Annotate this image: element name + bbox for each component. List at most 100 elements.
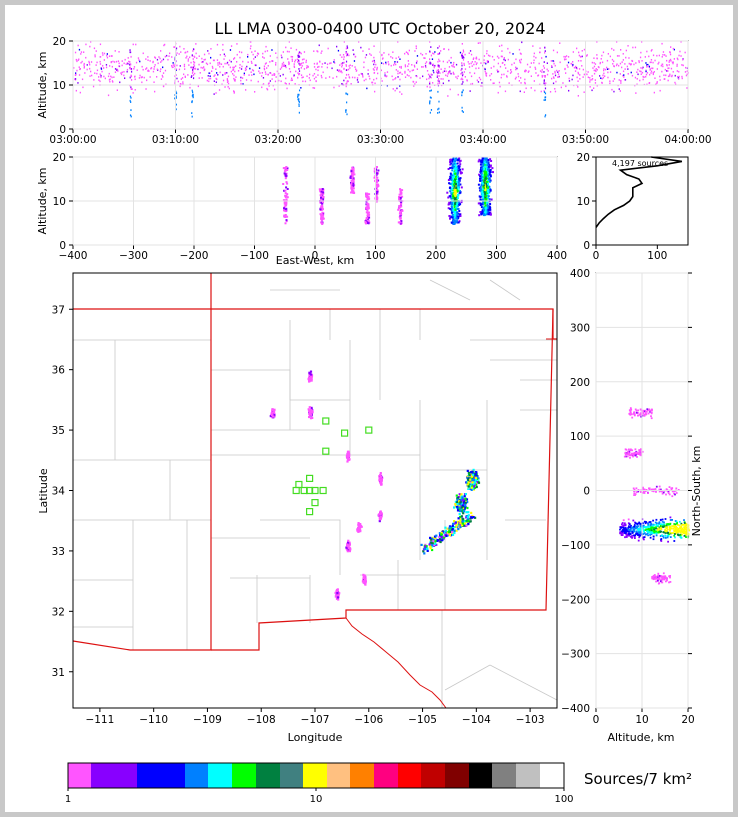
ns-source-point: [671, 519, 673, 521]
ns-source-point: [668, 575, 670, 578]
time-source-point: [264, 50, 266, 53]
time-source-point: [158, 56, 160, 58]
time-source-point: [124, 77, 126, 79]
time-source-point: [591, 78, 593, 81]
time-source-point: [75, 58, 77, 61]
time-source-point: [448, 66, 451, 68]
ew-source-point: [352, 190, 355, 193]
lma-station-marker: [322, 417, 330, 425]
time-source-point: [430, 62, 432, 65]
time-source-point: [284, 65, 286, 67]
map-source-point: [308, 411, 312, 414]
map-panel-frame: [72, 272, 558, 709]
time-source-point: [148, 70, 150, 72]
map-source-point: [347, 542, 350, 545]
ew-source-point: [365, 206, 368, 209]
time-source-point: [362, 76, 364, 78]
time-source-point: [154, 64, 156, 66]
ns-source-point: [664, 535, 667, 537]
time-source-point: [174, 75, 176, 78]
time-source-point: [96, 61, 98, 64]
time-source-point: [429, 100, 431, 103]
map-source-point: [379, 472, 382, 475]
time-source-point: [462, 58, 465, 61]
ns-source-point: [623, 528, 625, 531]
ew-source-point: [481, 209, 484, 212]
time-source-point: [114, 50, 116, 52]
map-source-point: [346, 460, 349, 463]
time-source-point: [572, 61, 574, 63]
ns-source-point: [676, 527, 678, 529]
time-source-point: [374, 90, 376, 93]
ew-x-label: East-West, km: [276, 254, 354, 267]
map-source-point: [435, 534, 438, 537]
map-source-point: [433, 537, 436, 540]
ew-source-point: [483, 211, 486, 214]
ns-source-point: [673, 526, 676, 529]
ns-source-point: [629, 410, 632, 413]
time-source-point: [363, 61, 365, 64]
time-source-point: [262, 77, 265, 79]
ew-source-point: [451, 163, 454, 166]
lma-station-marker: [295, 480, 303, 489]
time-source-point: [203, 69, 205, 72]
time-source-point: [142, 52, 144, 55]
map-source-point: [453, 506, 456, 509]
time-source-point: [298, 68, 300, 70]
time-source-point: [156, 76, 158, 78]
ew-source-point: [320, 199, 323, 202]
time-source-point: [236, 61, 238, 63]
time-source-point: [153, 66, 156, 68]
ns-source-point: [684, 525, 687, 528]
ew-source-point: [483, 191, 486, 193]
time-source-point: [392, 51, 394, 53]
ew-source-point: [483, 178, 486, 181]
time-source-point: [519, 52, 522, 55]
time-source-point: [639, 70, 641, 72]
time-source-point: [141, 76, 143, 78]
time-source-point: [540, 90, 542, 93]
ns-source-point: [666, 526, 668, 528]
time-source-point: [266, 88, 269, 91]
ns-source-point: [647, 522, 650, 525]
time-source-point: [560, 86, 562, 89]
time-source-point: [507, 47, 509, 50]
time-source-point: [265, 73, 267, 75]
time-source-point: [226, 62, 228, 65]
ns-source-point: [633, 534, 635, 537]
time-source-point: [478, 76, 481, 79]
map-source-point: [444, 533, 447, 536]
time-source-point: [191, 112, 193, 114]
time-source-point: [457, 93, 459, 96]
time-source-point: [279, 75, 281, 77]
time-source-point: [519, 59, 521, 62]
time-source-point: [234, 70, 236, 73]
time-source-point: [450, 56, 452, 59]
map-source-point: [471, 514, 474, 518]
ew-source-point: [321, 216, 324, 219]
time-source-point: [266, 67, 268, 69]
ew-source-point: [487, 168, 490, 170]
time-source-point: [429, 58, 431, 61]
time-source-point: [634, 46, 637, 49]
ns-source-point: [631, 530, 634, 533]
ns-source-point: [644, 410, 647, 413]
map-source-point: [311, 416, 314, 419]
time-source-point: [130, 96, 132, 99]
time-source-point: [309, 79, 311, 82]
time-source-point: [298, 55, 301, 58]
ns-source-point: [683, 530, 686, 533]
time-source-point: [503, 58, 505, 61]
ew-source-point: [449, 161, 452, 163]
time-source-point: [294, 83, 296, 85]
ns-source-point: [642, 409, 645, 412]
time-x-tick-label: 03:20:00: [254, 134, 301, 146]
map-source-point: [465, 524, 468, 527]
map-source-point: [420, 543, 423, 546]
time-source-point: [455, 76, 457, 78]
map-source-point: [471, 470, 474, 473]
time-source-point: [452, 72, 455, 75]
time-source-point: [544, 76, 546, 78]
ew-source-point: [489, 188, 492, 191]
time-source-point: [594, 79, 596, 81]
